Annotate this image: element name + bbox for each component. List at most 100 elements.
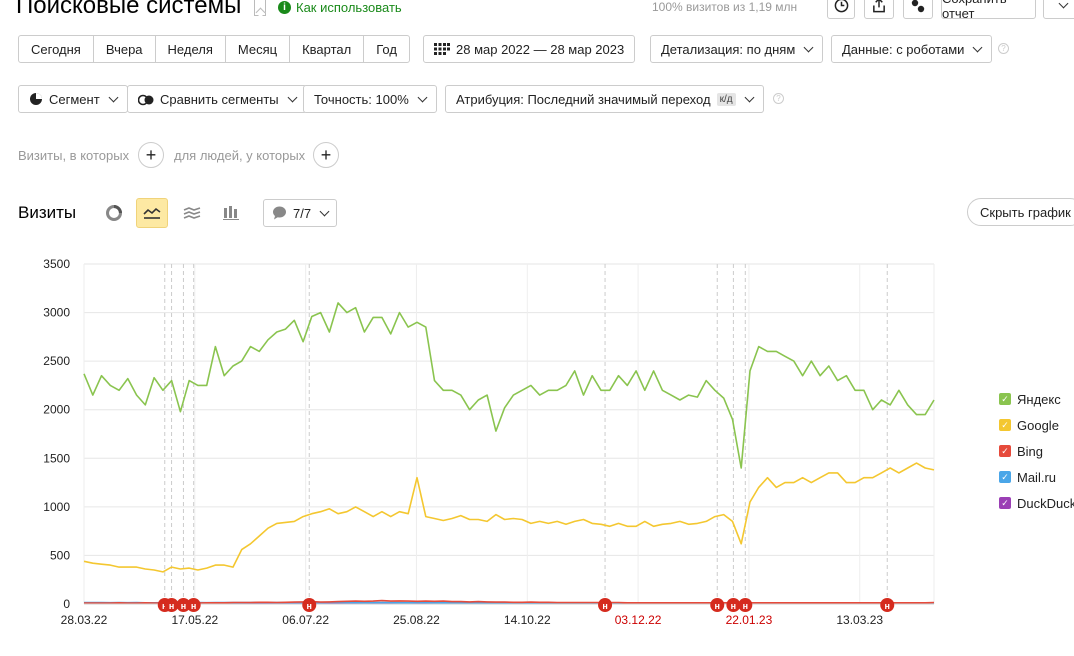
y-tick-label: 500 <box>50 548 70 562</box>
clock-icon <box>834 0 848 13</box>
legend-item-bing[interactable]: ✓ Bing <box>999 438 1074 464</box>
bar-chart-button[interactable] <box>215 198 247 228</box>
visits-line-chart: 0 500 1000 1500 2000 2500 3000 3500 28.03.22 17.0… <box>43 257 935 627</box>
annotation-marker <box>738 598 753 612</box>
chevron-down-icon <box>108 92 119 102</box>
x-tick-label: 22.01.23 <box>726 613 773 627</box>
annotation-marker-label: н <box>731 601 736 611</box>
attribution-label: Атрибуция: Последний значимый переход <box>456 91 711 107</box>
accuracy-dropdown[interactable]: Точность: 100% <box>303 85 437 113</box>
y-tick-label: 1000 <box>43 500 70 514</box>
x-tick-label: 03.12.22 <box>615 613 662 627</box>
compare-segments-dropdown[interactable]: Сравнить сегменты <box>127 85 307 113</box>
export-button[interactable] <box>864 0 894 19</box>
annotation-marker-label: н <box>715 601 720 611</box>
y-tick-label: 3000 <box>43 306 70 320</box>
pie-chart-icon <box>106 205 122 221</box>
pie-chart-button[interactable] <box>98 198 130 228</box>
attribution-badge: к/д <box>716 92 736 106</box>
page-title: Поисковые системы <box>16 0 242 19</box>
compare-label: Сравнить сегменты <box>160 91 279 107</box>
y-tick-label: 1500 <box>43 451 70 465</box>
how-to-use-link[interactable]: i Как использовать <box>278 0 402 15</box>
x-tick-label: 17.05.22 <box>171 613 218 627</box>
annotation-marker <box>598 598 613 612</box>
period-year[interactable]: Год <box>376 41 397 57</box>
legend-label: Mail.ru <box>1017 469 1057 485</box>
x-tick-label: 13.03.23 <box>836 613 883 627</box>
annotation-marker <box>186 598 201 612</box>
detail-label: Детализация: по дням <box>661 41 796 57</box>
detail-dropdown[interactable]: Детализация: по дням <box>650 35 824 63</box>
y-tick-label: 3500 <box>43 257 70 271</box>
compare-icon <box>138 94 154 106</box>
period-month[interactable]: Месяц <box>226 36 291 62</box>
period-selector: Сегодня Вчера Неделя Месяц Квартал Год <box>18 35 410 63</box>
chart-legend: ✓ Яндекс ✓ Google ✓ Bing ✓ Mail.ru ✓ DuckDuck <box>999 386 1074 516</box>
segment-dropdown[interactable]: Сегмент <box>18 85 128 113</box>
people-filter-label: для людей, у которых <box>174 148 306 163</box>
annotation-marker <box>302 598 317 612</box>
annotation-marker <box>726 598 741 612</box>
area-chart-icon <box>183 207 201 219</box>
line-chart-button[interactable] <box>136 198 168 228</box>
attribution-dropdown[interactable]: Атрибуция: Последний значимый переход к/… <box>445 85 764 113</box>
annotation-marker-label: н <box>191 601 196 611</box>
annotation-marker-label: н <box>885 601 890 611</box>
period-today[interactable]: Сегодня <box>19 36 94 62</box>
legend-item-mailru[interactable]: ✓ Mail.ru <box>999 464 1074 490</box>
date-range-picker[interactable]: 28 мар 2022 — 28 мар 2023 <box>423 35 636 63</box>
accuracy-label: Точность: 100% <box>314 91 409 107</box>
y-tick-label: 2000 <box>43 403 70 417</box>
period-yesterday[interactable]: Вчера <box>94 36 156 62</box>
chevron-down-icon <box>803 42 814 52</box>
legend-label: Яндекс <box>1017 391 1061 407</box>
x-tick-label: 14.10.22 <box>504 613 551 627</box>
segment-label: Сегмент <box>49 91 100 107</box>
annotation-marker <box>710 598 725 612</box>
series-line-bing <box>84 599 935 604</box>
chart-section-title: Визиты <box>18 203 77 222</box>
annotation-marker-label: н <box>602 601 607 611</box>
legend-item-google[interactable]: ✓ Google <box>999 412 1074 438</box>
legend-item-duckduck[interactable]: ✓ DuckDuck <box>999 490 1074 516</box>
bookmark-icon[interactable] <box>254 0 266 16</box>
legend-item-yandex[interactable]: ✓ Яндекс <box>999 386 1074 412</box>
annotation-marker-label: н <box>181 601 186 611</box>
pie-segment-icon <box>30 93 42 105</box>
share-icon <box>873 0 885 13</box>
add-visits-filter-button[interactable]: + <box>138 142 164 168</box>
help-icon[interactable]: ? <box>773 93 784 104</box>
plus-icon: + <box>145 144 157 165</box>
magic-icon <box>911 0 925 12</box>
comments-dropdown[interactable]: 7/7 <box>263 199 338 227</box>
period-week[interactable]: Неделя <box>156 36 226 62</box>
series-line-яндекс <box>83 302 935 469</box>
annotation-marker <box>176 598 191 612</box>
hide-graph-button[interactable]: Скрыть график <box>967 198 1074 226</box>
history-button[interactable] <box>827 0 855 19</box>
comments-count: 7/7 <box>293 205 312 221</box>
add-people-filter-button[interactable]: + <box>313 142 339 168</box>
quick-actions-button[interactable] <box>903 0 933 19</box>
checkbox-icon: ✓ <box>999 497 1011 509</box>
annotation-marker-label: н <box>169 601 174 611</box>
info-icon: i <box>278 1 291 14</box>
x-tick-label: 06.07.22 <box>282 613 329 627</box>
line-chart-icon <box>143 207 161 219</box>
legend-label: Google <box>1017 417 1059 433</box>
help-icon[interactable]: ? <box>998 43 1009 54</box>
save-report-button[interactable]: Сохранить отчет <box>941 0 1036 21</box>
area-chart-button[interactable] <box>176 198 208 228</box>
period-quarter[interactable]: Квартал <box>290 36 365 62</box>
visits-filter-label: Визиты, в которых <box>18 148 130 163</box>
save-options-button[interactable] <box>1043 0 1074 19</box>
data-dropdown[interactable]: Данные: с роботами <box>831 35 993 63</box>
series-line-google <box>83 462 935 573</box>
comment-icon <box>273 206 286 220</box>
y-tick-label: 0 <box>63 597 70 611</box>
chevron-down-icon <box>417 92 428 102</box>
checkbox-icon: ✓ <box>999 445 1011 457</box>
x-tick-label: 25.08.22 <box>393 613 440 627</box>
visits-share-text: 100% визитов из 1,19 млн <box>652 0 798 14</box>
